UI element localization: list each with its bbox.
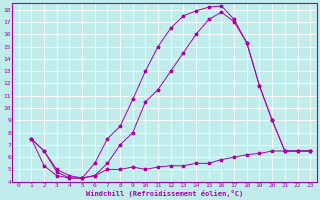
X-axis label: Windchill (Refroidissement éolien,°C): Windchill (Refroidissement éolien,°C) <box>86 190 243 197</box>
